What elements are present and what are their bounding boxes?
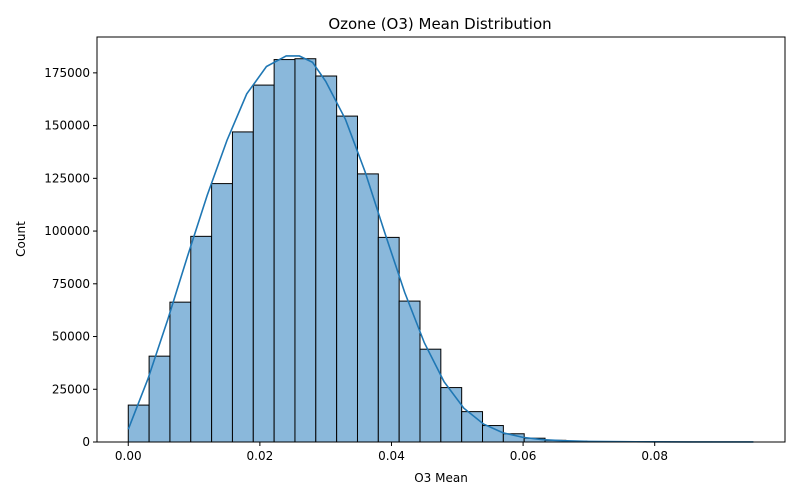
y-tick-label: 25000 xyxy=(52,382,90,396)
histogram-bar xyxy=(419,348,442,443)
histogram-bar xyxy=(127,404,150,443)
histogram-bar xyxy=(461,411,484,443)
histogram-bar xyxy=(231,131,254,443)
histogram-bar xyxy=(336,115,358,443)
x-tick-label: 0.08 xyxy=(641,449,668,463)
x-tick-label: 0.02 xyxy=(247,449,274,463)
x-tick-label: 0.04 xyxy=(378,449,405,463)
y-tick-label: 125000 xyxy=(44,171,90,185)
y-tick-label: 150000 xyxy=(44,119,90,133)
y-axis-ticks: 0 25000 50000 75000 100000 125000 150000 175000 xyxy=(44,66,97,449)
histogram-bar xyxy=(190,235,213,443)
x-tick-label: 0.00 xyxy=(115,449,142,463)
histogram-bars xyxy=(127,58,754,443)
x-axis-label: O3 Mean xyxy=(414,471,468,485)
histogram-bar xyxy=(440,387,463,443)
histogram-bar xyxy=(148,355,171,443)
histogram-bar xyxy=(273,59,296,443)
x-axis-ticks: 0.00 0.02 0.04 0.06 0.08 xyxy=(115,442,668,463)
y-tick-label: 100000 xyxy=(44,224,90,238)
kde-curve xyxy=(127,55,754,443)
histogram-bar xyxy=(169,301,192,443)
y-tick-label: 0 xyxy=(82,435,90,449)
histogram-bar xyxy=(356,173,379,443)
y-axis-label: Count xyxy=(14,221,28,257)
y-tick-label: 50000 xyxy=(52,330,90,344)
x-tick-label: 0.06 xyxy=(510,449,537,463)
chart-title: Ozone (O3) Mean Distribution xyxy=(328,15,551,33)
plot-frame xyxy=(96,36,786,443)
histogram-bar xyxy=(315,75,338,443)
histogram-bar xyxy=(211,183,233,443)
histogram-bar xyxy=(252,84,275,443)
histogram-bar xyxy=(294,58,317,443)
y-tick-label: 175000 xyxy=(44,66,90,80)
y-tick-label: 75000 xyxy=(52,277,90,291)
